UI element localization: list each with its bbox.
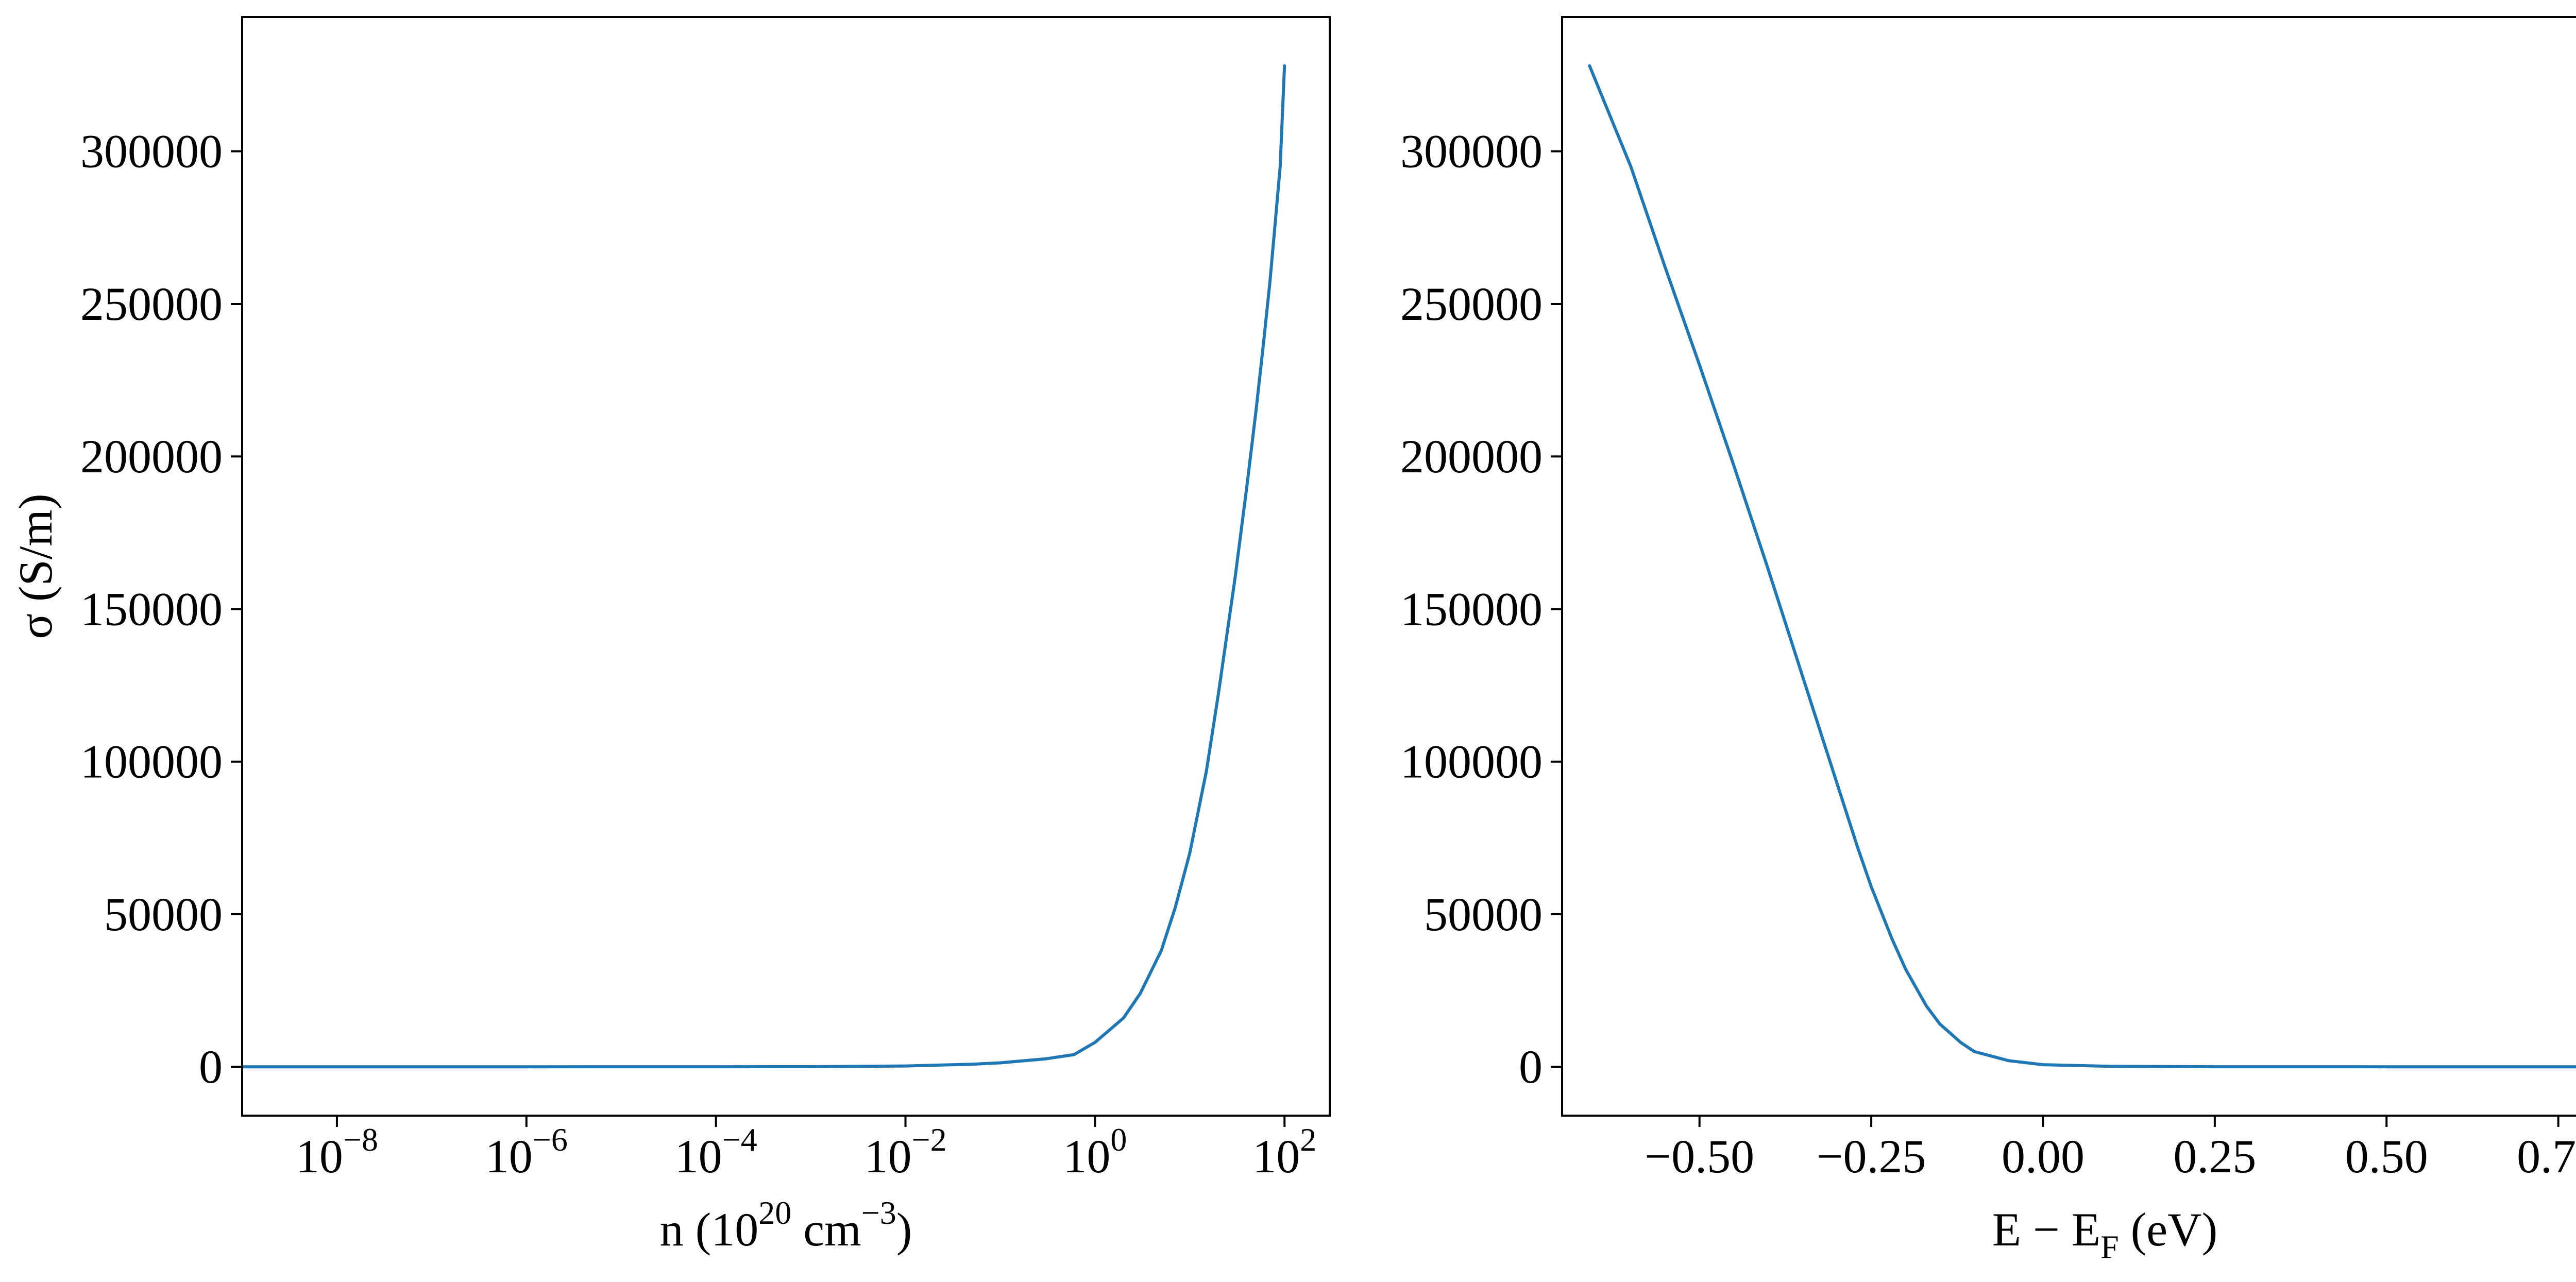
- conductivity-vs-carrier-density-chart: 0 50000 100000 150000 200000 250000 300000 10−8…: [9, 16, 1331, 1256]
- x-tick-label: 10−2: [864, 1121, 946, 1183]
- x-axis-label: E − EF (eV): [1992, 1203, 2217, 1265]
- x-tick-label: −0.25: [1817, 1130, 1926, 1183]
- axes-frame: [241, 16, 1331, 1117]
- y-tick-label: 50000: [1424, 888, 1543, 941]
- axes-frame: [1561, 16, 2576, 1117]
- x-tick-label: 10−8: [296, 1121, 378, 1183]
- y-tick-label: 250000: [1400, 278, 1543, 330]
- y-tick-label: 50000: [104, 888, 223, 941]
- x-tick-label: 0.75: [2517, 1130, 2576, 1183]
- y-tick-label: 300000: [80, 125, 223, 178]
- x-tick-label: 10−6: [485, 1121, 568, 1183]
- x-tick-label: 100: [1063, 1121, 1127, 1183]
- y-axis-label: σ (S/m): [9, 493, 62, 639]
- y-tick-label: 100000: [1400, 736, 1543, 788]
- series-line-0: [241, 64, 1286, 1069]
- x-tick-label: 0.00: [2002, 1130, 2084, 1183]
- x-tick-label: 102: [1252, 1121, 1316, 1183]
- y-tick-label: 0: [199, 1040, 223, 1093]
- x-tick-label: 0.50: [2345, 1130, 2428, 1183]
- y-tick-label: 200000: [1400, 430, 1543, 483]
- y-tick-label: 100000: [80, 736, 223, 788]
- y-tick-label: 150000: [1400, 583, 1543, 635]
- y-tick-label: 300000: [1400, 125, 1543, 178]
- y-tick-label: 150000: [80, 583, 223, 635]
- x-tick-label: 0.25: [2173, 1130, 2256, 1183]
- y-tick-label: 200000: [80, 430, 223, 483]
- conductivity-vs-energy-chart: 0 50000 100000 150000 200000 250000 300000 −0.5…: [1400, 16, 2576, 1265]
- y-tick-label: 250000: [80, 278, 223, 330]
- x-axis-label: n (1020 cm−3): [660, 1194, 912, 1256]
- y-tick-label: 0: [1519, 1040, 1543, 1093]
- x-tick-label: −0.50: [1645, 1130, 1754, 1183]
- x-tick-label: 10−4: [675, 1121, 757, 1183]
- series-line-0: [1588, 64, 2576, 1069]
